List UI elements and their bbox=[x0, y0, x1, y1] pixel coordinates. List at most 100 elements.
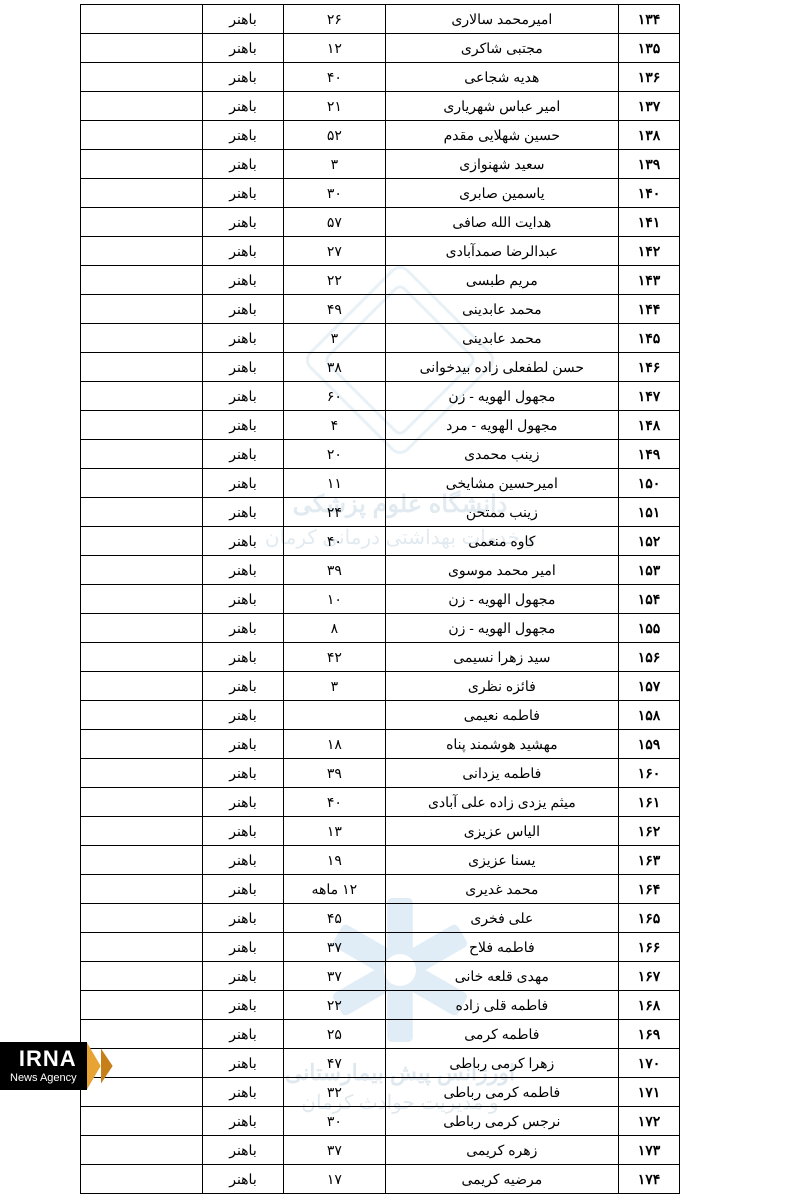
table-cell: ۱۴۵ bbox=[619, 324, 680, 353]
table-cell: ۱۲ ماهه bbox=[284, 875, 386, 904]
table-cell: باهنر bbox=[202, 440, 283, 469]
table-row: ۱۴۹زینب محمدی۲۰باهنر bbox=[81, 440, 680, 469]
table-cell: ۱۳۷ bbox=[619, 92, 680, 121]
table-cell: ۱۴۹ bbox=[619, 440, 680, 469]
table-row: ۱۴۴محمد عابدینی۴۹باهنر bbox=[81, 295, 680, 324]
table-cell: زینب ممتحن bbox=[385, 498, 619, 527]
table-cell: ۱۴۳ bbox=[619, 266, 680, 295]
table-cell: یسنا عزیزی bbox=[385, 846, 619, 875]
table-cell: ۱۱ bbox=[284, 469, 386, 498]
table-row: ۱۵۵مجهول الهویه - زن۸باهنر bbox=[81, 614, 680, 643]
table-cell: ۱۶۷ bbox=[619, 962, 680, 991]
table-cell: ۱۴۸ bbox=[619, 411, 680, 440]
table-cell: ۳۹ bbox=[284, 759, 386, 788]
table-cell: فائزه نظری bbox=[385, 672, 619, 701]
table-cell: ۳۹ bbox=[284, 556, 386, 585]
table-cell: ۱۵۱ bbox=[619, 498, 680, 527]
table-cell: ۱۳۶ bbox=[619, 63, 680, 92]
table-cell: نرجس کرمی رباطی bbox=[385, 1107, 619, 1136]
table-row: ۱۶۹فاطمه کرمی۲۵باهنر bbox=[81, 1020, 680, 1049]
table-cell: میثم یزدی زاده علی آبادی bbox=[385, 788, 619, 817]
table-row: ۱۶۲الیاس عزیزی۱۳باهنر bbox=[81, 817, 680, 846]
table-row: ۱۴۸مجهول الهویه - مرد۴باهنر bbox=[81, 411, 680, 440]
table-row: ۱۳۵مجتبی شاکری۱۲باهنر bbox=[81, 34, 680, 63]
table-cell: سید زهرا نسیمی bbox=[385, 643, 619, 672]
table-container: ۱۳۴امیرمحمد سالاری۲۶باهنر۱۳۵مجتبی شاکری۱… bbox=[0, 0, 800, 1198]
table-cell bbox=[81, 933, 203, 962]
table-cell: ۱۳ bbox=[284, 817, 386, 846]
table-cell: ۱۸ bbox=[284, 730, 386, 759]
table-row: ۱۵۳امیر محمد موسوی۳۹باهنر bbox=[81, 556, 680, 585]
table-row: ۱۷۱فاطمه کرمی رباطی۳۲باهنر bbox=[81, 1078, 680, 1107]
table-cell: باهنر bbox=[202, 904, 283, 933]
table-cell bbox=[81, 875, 203, 904]
table-cell bbox=[81, 556, 203, 585]
table-cell: ۴ bbox=[284, 411, 386, 440]
table-cell: مجهول الهویه - مرد bbox=[385, 411, 619, 440]
table-cell: ۱۷ bbox=[284, 1165, 386, 1194]
irna-subtitle: News Agency bbox=[10, 1072, 77, 1084]
table-cell bbox=[81, 34, 203, 63]
table-cell: فاطمه کرمی bbox=[385, 1020, 619, 1049]
table-cell: باهنر bbox=[202, 34, 283, 63]
table-cell: ۳۲ bbox=[284, 1078, 386, 1107]
table-row: ۱۶۴محمد غدیری۱۲ ماههباهنر bbox=[81, 875, 680, 904]
irna-badge: IRNA News Agency bbox=[0, 1042, 87, 1090]
table-cell bbox=[81, 991, 203, 1020]
table-cell bbox=[81, 527, 203, 556]
table-cell: ۱۵۴ bbox=[619, 585, 680, 614]
table-cell bbox=[81, 788, 203, 817]
table-cell: باهنر bbox=[202, 614, 283, 643]
table-cell: باهنر bbox=[202, 179, 283, 208]
table-cell: ۱۰ bbox=[284, 585, 386, 614]
table-row: ۱۶۷مهدی قلعه خانی۳۷باهنر bbox=[81, 962, 680, 991]
table-row: ۱۵۲کاوه منعمی۴۰باهنر bbox=[81, 527, 680, 556]
table-cell: باهنر bbox=[202, 208, 283, 237]
table-cell: محمد عابدینی bbox=[385, 295, 619, 324]
table-cell: باهنر bbox=[202, 759, 283, 788]
table-cell bbox=[81, 353, 203, 382]
table-cell: ۱۵۶ bbox=[619, 643, 680, 672]
table-row: ۱۴۷مجهول الهویه - زن۶۰باهنر bbox=[81, 382, 680, 411]
table-row: ۱۴۳مریم طبسی۲۲باهنر bbox=[81, 266, 680, 295]
table-cell: باهنر bbox=[202, 1020, 283, 1049]
table-cell: ۴۵ bbox=[284, 904, 386, 933]
table-cell bbox=[81, 237, 203, 266]
table-cell: یاسمین صابری bbox=[385, 179, 619, 208]
table-cell: زهره کریمی bbox=[385, 1136, 619, 1165]
table-cell: فاطمه فلاح bbox=[385, 933, 619, 962]
table-cell: کاوه منعمی bbox=[385, 527, 619, 556]
table-cell: ۱۳۹ bbox=[619, 150, 680, 179]
table-cell: ۳۰ bbox=[284, 179, 386, 208]
table-cell: باهنر bbox=[202, 150, 283, 179]
table-cell: ۲۷ bbox=[284, 237, 386, 266]
table-cell: ۳ bbox=[284, 150, 386, 179]
table-cell: ۱۶۹ bbox=[619, 1020, 680, 1049]
table-cell: حسین شهلایی مقدم bbox=[385, 121, 619, 150]
table-cell: ۱۴۰ bbox=[619, 179, 680, 208]
table-cell: ۱۶۴ bbox=[619, 875, 680, 904]
table-cell bbox=[81, 382, 203, 411]
table-cell: ۲۵ bbox=[284, 1020, 386, 1049]
table-row: ۱۵۷فائزه نظری۳باهنر bbox=[81, 672, 680, 701]
table-cell: ۳۷ bbox=[284, 962, 386, 991]
table-cell: ۱۳۴ bbox=[619, 5, 680, 34]
table-cell: ۱۲ bbox=[284, 34, 386, 63]
table-row: ۱۵۴مجهول الهویه - زن۱۰باهنر bbox=[81, 585, 680, 614]
table-cell: ۳۷ bbox=[284, 1136, 386, 1165]
table-cell: ۱۴۶ bbox=[619, 353, 680, 382]
table-row: ۱۷۳زهره کریمی۳۷باهنر bbox=[81, 1136, 680, 1165]
table-cell bbox=[81, 614, 203, 643]
table-cell: ۴۰ bbox=[284, 788, 386, 817]
table-cell: باهنر bbox=[202, 643, 283, 672]
table-cell bbox=[81, 585, 203, 614]
table-cell: ۲۱ bbox=[284, 92, 386, 121]
table-cell: ۴۲ bbox=[284, 643, 386, 672]
table-cell: مهدی قلعه خانی bbox=[385, 962, 619, 991]
table-cell bbox=[81, 469, 203, 498]
irna-title: IRNA bbox=[10, 1046, 77, 1072]
table-cell: ۱۴۷ bbox=[619, 382, 680, 411]
table-cell bbox=[81, 295, 203, 324]
table-cell bbox=[81, 701, 203, 730]
table-cell: باهنر bbox=[202, 933, 283, 962]
